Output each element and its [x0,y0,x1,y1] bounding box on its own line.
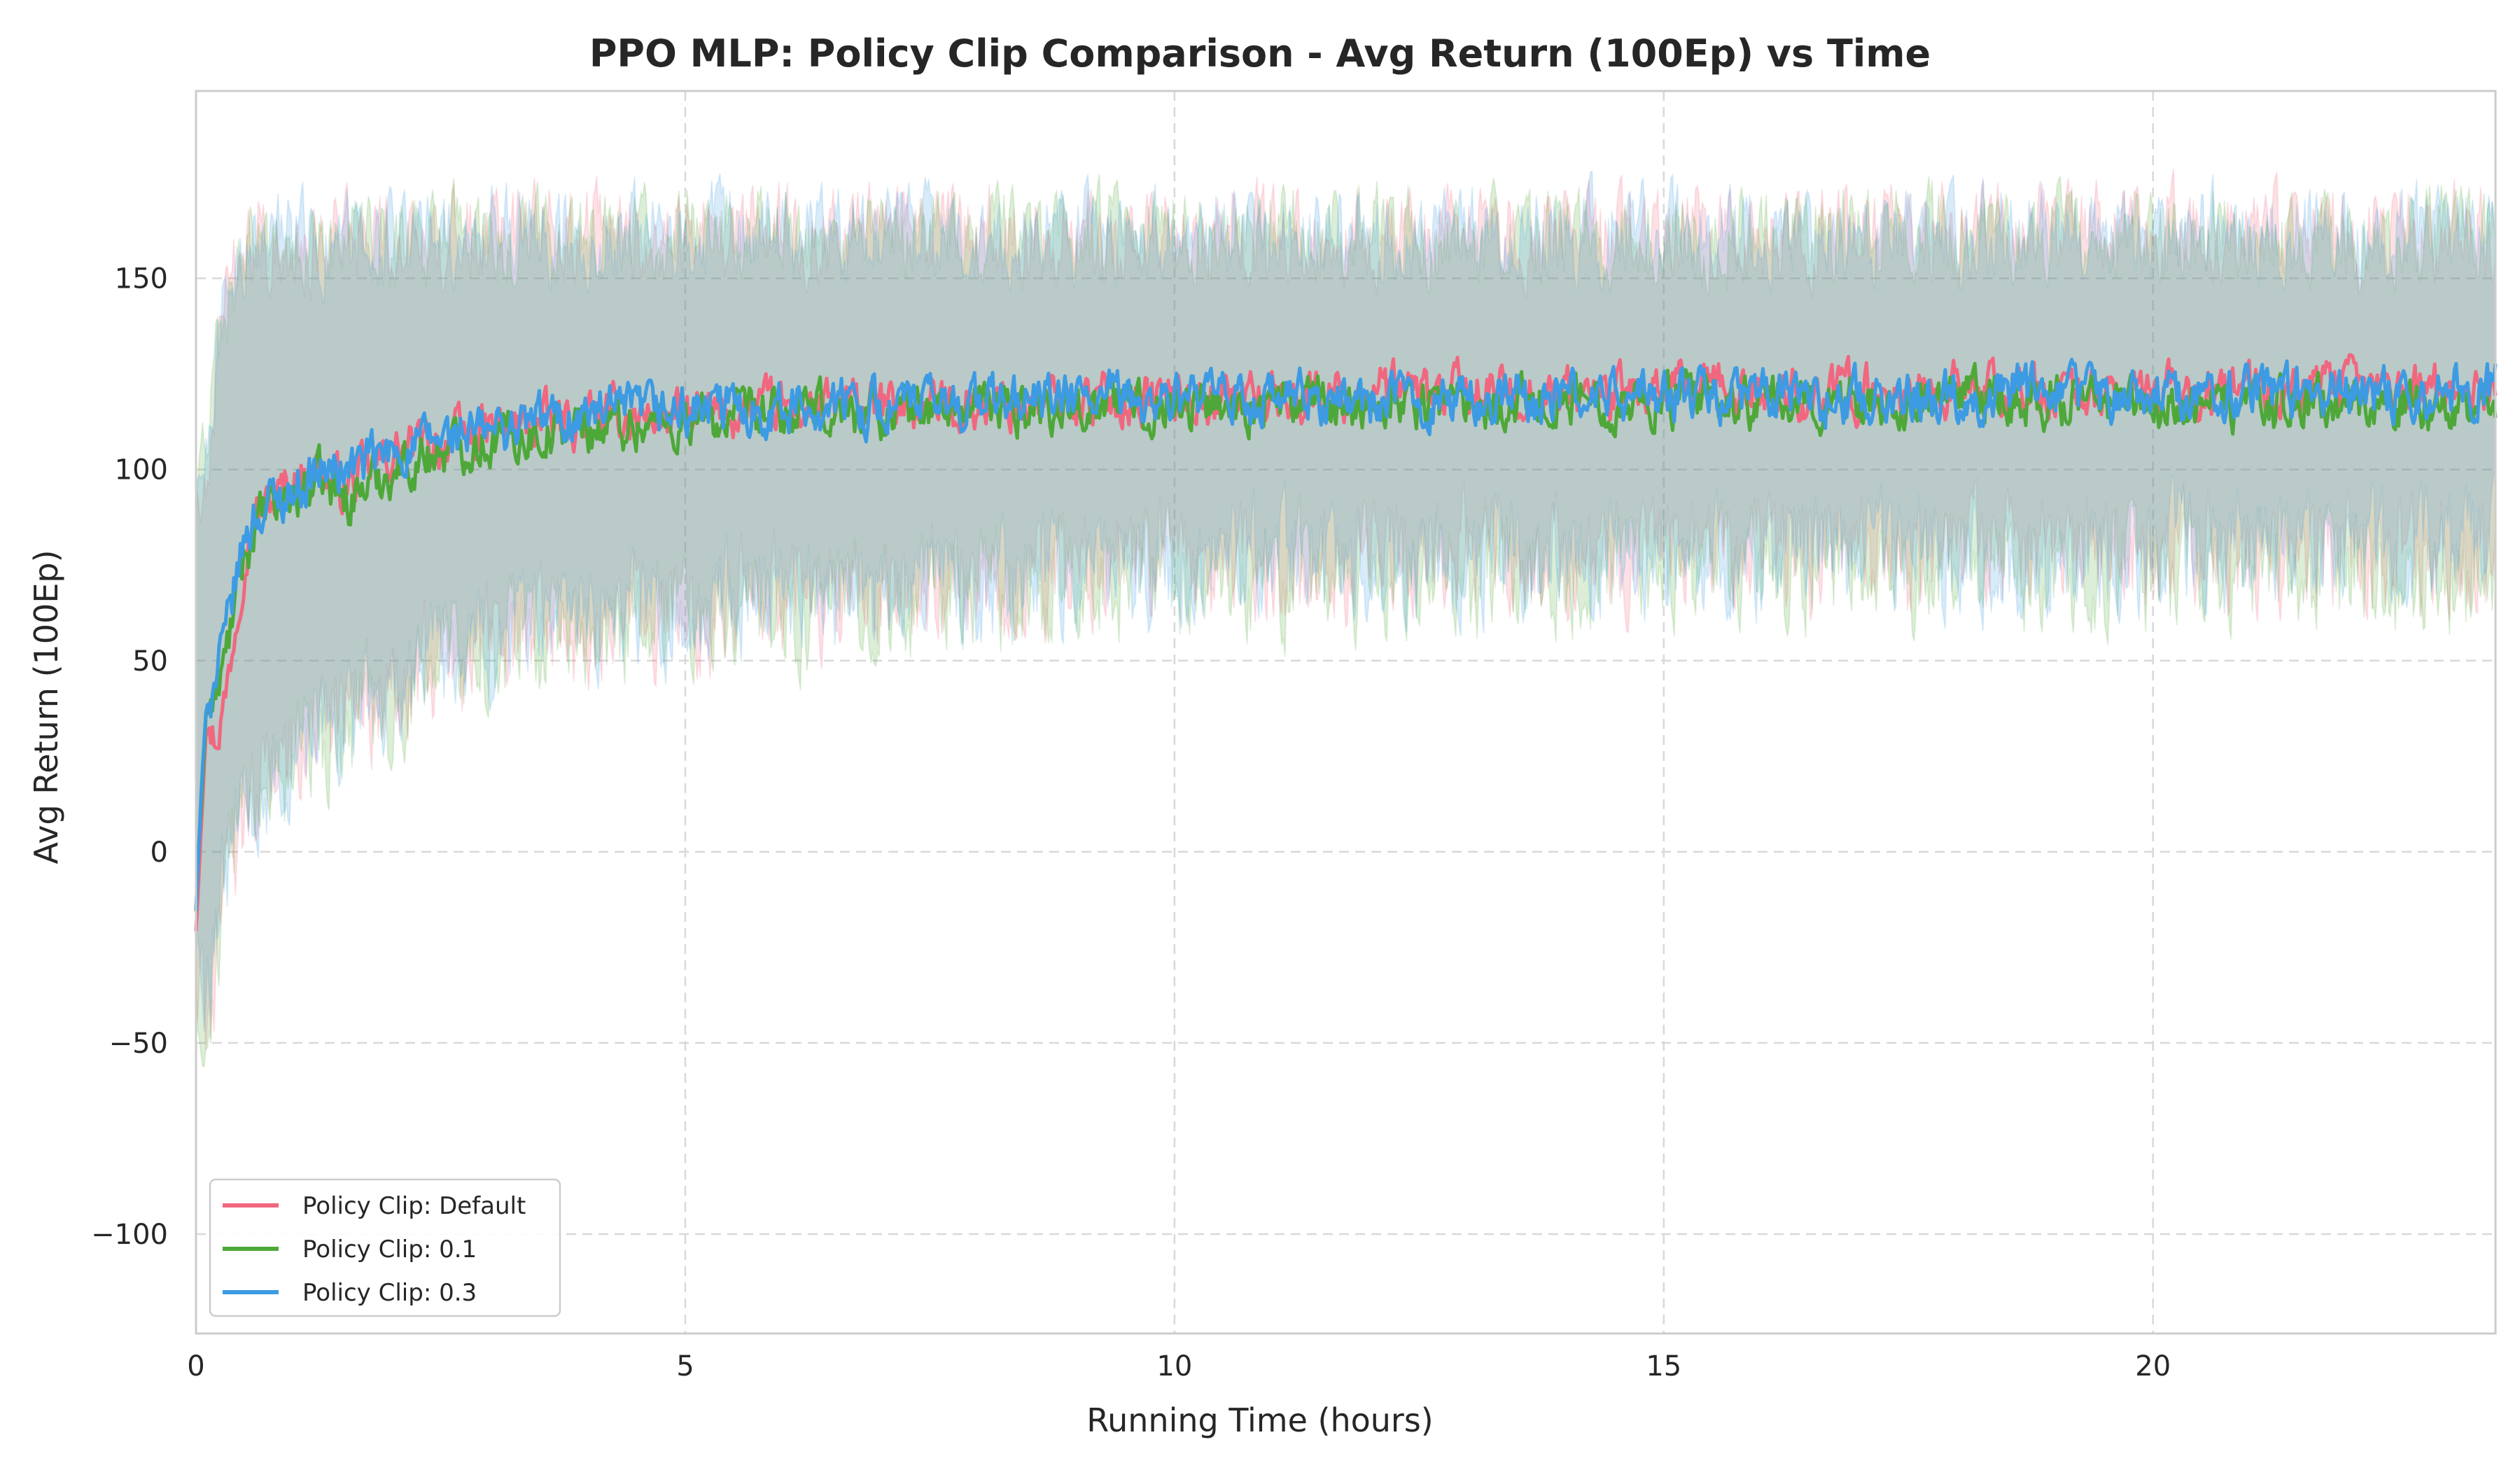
y-tick-label: 50 [132,645,168,678]
y-axis-label: Avg Return (100Ep) [27,550,65,864]
x-tick-label: 15 [1646,1350,1681,1382]
legend-label-default: Policy Clip: Default [302,1192,526,1220]
chart-title: PPO MLP: Policy Clip Comparison - Avg Re… [589,31,1931,76]
x-tick-label: 20 [2135,1350,2171,1382]
x-axis-ticks: 0 5 10 15 20 [187,1350,2171,1382]
x-axis-label: Running Time (hours) [1086,1401,1434,1439]
legend: Policy Clip: Default Policy Clip: 0.1 Po… [209,1178,561,1317]
line-layer [194,353,2498,932]
legend-label-0-1: Policy Clip: 0.1 [302,1236,477,1264]
plot-area [194,90,2498,1335]
y-tick-label: −50 [109,1028,168,1060]
x-tick-label: 5 [676,1350,694,1382]
grid-layer [196,91,2496,1334]
y-tick-label: 150 [115,263,168,295]
x-tick-label: 10 [1156,1350,1192,1382]
y-axis-ticks: −100 −50 0 50 100 150 [91,263,168,1251]
legend-box [209,1178,561,1317]
x-tick-label: 0 [187,1350,204,1382]
y-tick-label: −100 [91,1219,168,1251]
y-tick-label: 0 [150,836,168,869]
legend-label-0-3: Policy Clip: 0.3 [302,1279,477,1307]
plot-frame [195,90,2497,1335]
y-tick-label: 100 [115,454,168,486]
series-line-0-3 [194,358,2498,911]
